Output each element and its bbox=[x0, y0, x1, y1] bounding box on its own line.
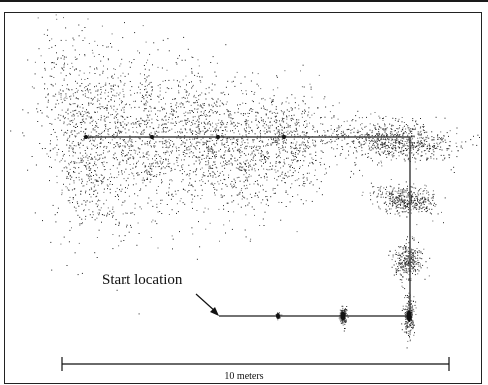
robot-path bbox=[86, 136, 411, 317]
particle-cloud bbox=[10, 14, 164, 315]
particle-cloud bbox=[388, 236, 431, 290]
page-top-rule bbox=[0, 0, 488, 2]
pose-marker bbox=[340, 311, 346, 321]
start-pointer-line bbox=[195, 293, 217, 313]
pose-marker bbox=[276, 313, 280, 319]
particle-cloud bbox=[143, 44, 298, 242]
particle-cloud bbox=[293, 110, 480, 177]
pose-marker bbox=[282, 135, 286, 139]
pose-marker bbox=[84, 135, 88, 139]
pose-marker bbox=[216, 135, 220, 139]
start-pointer-arrowhead bbox=[210, 307, 219, 316]
scale-bar-label: 10 meters bbox=[224, 371, 264, 382]
particle-cloud bbox=[31, 25, 245, 260]
pose-marker bbox=[406, 310, 412, 322]
figure-frame bbox=[4, 12, 482, 384]
particle-cloud bbox=[361, 179, 446, 226]
pose-marker bbox=[150, 135, 154, 139]
particle-cloud bbox=[187, 64, 361, 221]
pose-markers bbox=[84, 135, 412, 322]
start-location-label: Start location bbox=[102, 272, 183, 288]
